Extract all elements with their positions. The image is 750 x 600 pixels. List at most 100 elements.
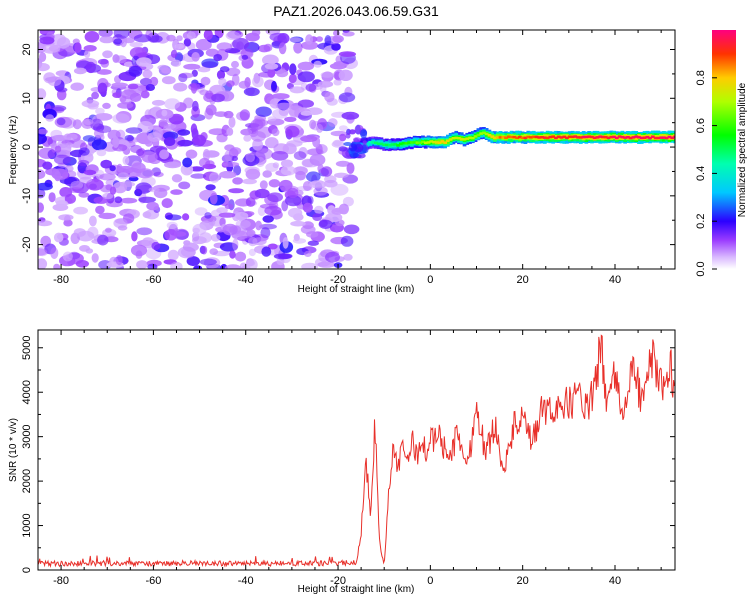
- signal-onset-blob: [362, 140, 368, 145]
- noise-blob: [54, 145, 62, 153]
- signal-track-cell: [559, 136, 564, 139]
- noise-blob: [219, 170, 237, 179]
- noise-blob: [316, 123, 324, 133]
- noise-blob: [131, 162, 146, 174]
- noise-blob: [240, 128, 253, 136]
- noise-blob: [191, 69, 198, 77]
- noise-blob: [339, 125, 348, 131]
- signal-track-cell: [426, 141, 431, 144]
- y-tick-label: 0: [21, 567, 33, 573]
- noise-blob: [224, 150, 233, 162]
- noise-blob: [123, 61, 135, 68]
- noise-blob: [171, 174, 183, 183]
- noise-blob: [238, 80, 251, 89]
- noise-blob: [113, 38, 123, 45]
- signal-track-cell: [523, 136, 528, 140]
- noise-blob: [120, 197, 138, 204]
- signal-track-cell: [476, 133, 481, 137]
- noise-blob: [177, 129, 191, 136]
- noise-blob: [257, 206, 266, 217]
- signal-track-cell: [623, 136, 627, 139]
- x-tick-label: -20: [330, 575, 346, 587]
- noise-blob: [341, 111, 360, 120]
- noise-blob: [300, 110, 313, 116]
- signal-track-cell: [579, 136, 583, 139]
- noise-blob: [79, 176, 93, 183]
- signal-track-cell: [435, 141, 439, 144]
- x-tick-label: -60: [145, 575, 161, 587]
- signal-track-cell: [637, 136, 641, 139]
- noise-blob: [301, 262, 319, 269]
- noise-blob: [199, 232, 212, 243]
- noise-blob: [161, 67, 172, 74]
- noise-blob: [102, 192, 114, 200]
- noise-blob: [161, 198, 173, 209]
- signal-track-cell: [606, 136, 611, 140]
- signal-track-cell: [642, 136, 647, 139]
- noise-blob: [48, 192, 56, 203]
- noise-blob: [239, 109, 251, 121]
- noise-blob: [262, 170, 273, 178]
- noise-blob: [102, 50, 113, 59]
- signal-track-cell: [645, 135, 650, 139]
- noise-blob: [211, 93, 225, 103]
- noise-blob: [63, 133, 78, 141]
- noise-blob: [205, 184, 216, 191]
- noise-blob: [200, 76, 211, 86]
- noise-blob: [142, 69, 153, 79]
- noise-blob: [216, 133, 228, 143]
- noise-blob: [182, 213, 190, 221]
- signal-track-cell: [648, 136, 652, 140]
- noise-blob: [186, 31, 196, 40]
- noise-blob: [167, 249, 179, 261]
- noise-blob: [250, 119, 264, 130]
- signal-track-cell: [509, 135, 514, 139]
- spectrogram-panel: -80 -60 -40 -20 0 20 40 -20 -10 0 10 20 Height of …: [8, 29, 676, 295]
- noise-blob: [267, 192, 283, 202]
- noise-blob: [125, 127, 143, 134]
- noise-blob: [309, 119, 317, 130]
- noise-blob: [136, 260, 148, 269]
- noise-blob: [70, 82, 84, 91]
- noise-blob: [140, 77, 152, 86]
- noise-blob: [161, 109, 168, 117]
- noise-blob: [84, 31, 100, 43]
- noise-blob: [192, 100, 199, 112]
- signal-track-cell: [418, 141, 423, 144]
- noise-blob: [261, 246, 272, 257]
- noise-blob: [119, 95, 127, 103]
- noise-blob: [338, 69, 353, 82]
- noise-blob: [190, 123, 198, 135]
- noise-blob: [73, 206, 88, 215]
- noise-blob: [193, 134, 207, 146]
- signal-track-cell: [376, 142, 381, 145]
- noise-blob: [97, 58, 109, 65]
- noise-blob: [340, 235, 354, 247]
- signal-track-cell: [648, 134, 652, 140]
- noise-blob: [38, 63, 50, 72]
- signal-track-cell: [584, 135, 589, 139]
- noise-blob: [112, 113, 130, 124]
- noise-blob: [313, 60, 323, 68]
- noise-blob: [98, 260, 112, 269]
- noise-blob: [225, 31, 241, 41]
- noise-blob: [45, 114, 55, 122]
- noise-blob: [145, 84, 155, 91]
- noise-blob: [70, 180, 84, 190]
- signal-track-cell: [412, 141, 417, 144]
- noise-blob: [97, 82, 108, 95]
- noise-blob: [243, 134, 252, 142]
- signal-track-cell: [518, 135, 522, 139]
- noise-blob: [235, 219, 251, 229]
- signal-track-cell: [590, 135, 594, 139]
- noise-blob: [78, 147, 90, 156]
- x-tick-label: 40: [609, 575, 621, 587]
- noise-blob: [135, 182, 152, 194]
- x-tick-label: 20: [517, 575, 529, 587]
- noise-blob: [151, 99, 166, 106]
- noise-blob: [131, 231, 138, 242]
- signal-track-cell: [551, 135, 555, 138]
- noise-blob: [75, 260, 89, 268]
- noise-blob: [343, 224, 360, 235]
